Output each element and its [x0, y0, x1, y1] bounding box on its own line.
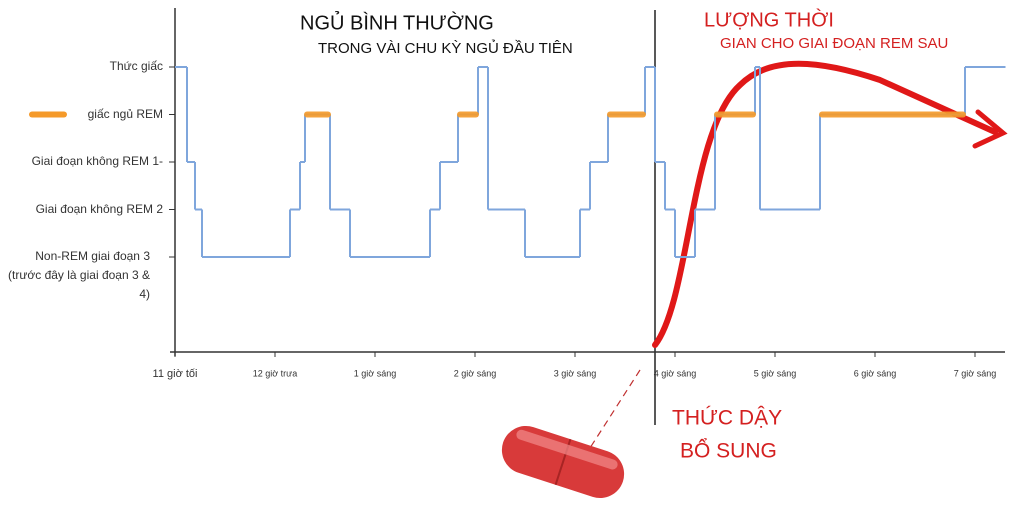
red-curve — [652, 60, 998, 348]
x-tick-label: 1 giờ sáng — [354, 368, 396, 378]
annotation: LƯỢNG THỜI — [704, 8, 834, 31]
annotation: BỔ SUNG — [680, 439, 777, 463]
x-tick-label: 7 giờ sáng — [954, 368, 996, 378]
pill-shine — [516, 429, 618, 470]
x-tick-label: 4 giờ sáng — [654, 368, 696, 378]
chart-subtitle: TRONG VÀI CHU KỲ NGỦ ĐẦU TIÊN — [318, 39, 573, 57]
x-tick-label: 11 giờ tối — [153, 368, 198, 380]
chart-title: NGỦ BÌNH THƯỜNG — [300, 10, 494, 34]
dashed-line — [589, 369, 641, 449]
x-tick-label: 2 giờ sáng — [454, 368, 496, 378]
x-tick-label: 6 giờ sáng — [854, 368, 896, 378]
x-tick-label: 3 giờ sáng — [554, 368, 596, 378]
arrow-head — [972, 109, 1008, 149]
pill — [501, 425, 625, 499]
y-tick-label: Non-REM giai đoạn 3 (trước đây là giai đ… — [8, 249, 150, 301]
annotation: GIAN CHO GIAI ĐOẠN REM SAU — [720, 35, 948, 52]
x-tick-label: 12 giờ trưa — [253, 368, 297, 378]
y-tick-label: giấc ngủ REM — [87, 106, 163, 121]
y-tick-label: Thức giấc — [109, 59, 163, 73]
annotation: THỨC DẬY — [672, 407, 782, 430]
x-tick-label: 5 giờ sáng — [754, 368, 796, 378]
y-tick-label: Giai đoạn không REM 1- — [31, 154, 163, 168]
y-tick-label: Giai đoạn không REM 2 — [35, 201, 163, 216]
